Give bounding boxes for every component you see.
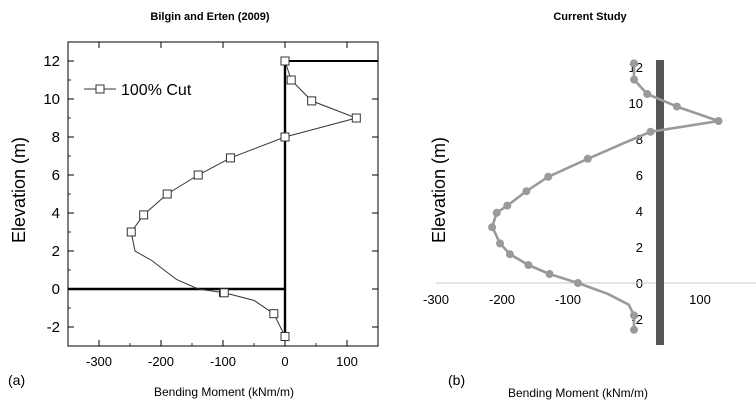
panel-b-x-tick-label: -300 xyxy=(423,292,449,307)
panel-a-bilgin-erten: Bilgin and Erten (2009) -300 -200 -100 0 100… xyxy=(8,11,379,399)
panel-b-data-point xyxy=(630,311,638,320)
panel-b-series xyxy=(488,59,723,334)
panel-b-x-tick-label: -100 xyxy=(555,292,581,307)
panel-a-data-point xyxy=(162,189,172,199)
panel-b-data-point xyxy=(496,239,505,248)
panel-b-data-point xyxy=(505,250,514,259)
panel-b-reference-lines xyxy=(436,60,756,345)
panel-a-plot-frame xyxy=(67,41,379,347)
panel-a-data-point xyxy=(269,309,279,319)
panel-b-x-axis-label: Bending Moment (kNm/m) xyxy=(508,386,648,400)
panel-a-letter: (a) xyxy=(8,372,25,388)
panel-a-y-tick-label: -2 xyxy=(47,319,60,336)
panel-a-y-tick-label: 10 xyxy=(43,91,60,108)
panel-a-data-point xyxy=(225,153,235,163)
panel-b-data-point xyxy=(630,59,638,68)
legend-marker-open-square xyxy=(95,84,105,94)
panel-a-data-point xyxy=(351,113,361,123)
panel-a-data-point xyxy=(280,56,290,66)
panel-a-y-tick-label: 4 xyxy=(52,205,60,222)
panel-b-x-tick-label: -200 xyxy=(489,292,515,307)
panel-b-data-point xyxy=(492,208,501,217)
panel-b-data-point xyxy=(503,201,512,210)
panel-b-data-point xyxy=(573,279,582,287)
panel-b-title: Current Study xyxy=(553,11,627,23)
panel-a-x-tick-label: -100 xyxy=(210,354,236,369)
panel-b-wall xyxy=(656,60,664,345)
panel-a-y-tick-label: 12 xyxy=(43,53,60,70)
panel-b-series-line xyxy=(490,63,720,330)
panel-a-x-axis-label: Bending Moment (kNm/m) xyxy=(154,385,294,399)
panel-a-x-tick-label: 0 xyxy=(281,354,288,369)
panel-b-data-point xyxy=(630,325,638,334)
panel-b-y-tick-label: 8 xyxy=(636,132,643,147)
panel-a-reference-lines xyxy=(68,57,378,341)
panel-a-title: Bilgin and Erten (2009) xyxy=(150,11,270,23)
panel-b-y-axis-label: Elevation (m) xyxy=(429,137,449,243)
panel-a-data-point xyxy=(193,170,203,180)
panel-a-data-point xyxy=(286,75,296,85)
panel-b-y-tick-label: 6 xyxy=(636,168,643,183)
panel-b-y-tick-label: 4 xyxy=(636,204,643,219)
panel-b-data-point xyxy=(488,223,497,232)
panel-a-data-point xyxy=(126,227,136,237)
panel-a-data-point xyxy=(139,210,149,220)
panel-a-series xyxy=(126,56,361,341)
panel-b-data-point xyxy=(544,172,553,181)
panel-a-data-point xyxy=(307,96,317,106)
panel-a-x-tick-label: -200 xyxy=(148,354,174,369)
panel-a-y-tick-label: 0 xyxy=(52,281,60,298)
legend-label-100-cut: 100% Cut xyxy=(121,82,192,99)
panel-b-x-tick-label: 100 xyxy=(689,292,711,307)
panel-a-data-point xyxy=(219,288,229,298)
panel-a-legend: 100% Cut xyxy=(84,82,192,99)
panel-a-y-tick-label: 6 xyxy=(52,167,60,184)
panel-a-x-tick-label: -300 xyxy=(86,354,112,369)
panel-a-ticks: -300 -200 -100 0 100 -2 0 2 4 6 8 10 12 xyxy=(43,41,379,369)
panel-b-data-point xyxy=(630,75,638,84)
panel-b-y-tick-label: 2 xyxy=(636,240,643,255)
panel-b-data-point xyxy=(643,90,652,98)
panel-a-y-tick-label: 2 xyxy=(52,243,60,260)
panel-b-data-point xyxy=(524,261,533,269)
panel-b-data-point xyxy=(646,127,655,136)
panel-b-data-point xyxy=(714,117,723,125)
panel-b-current-study: Current Study -300-200-100100-2024681012… xyxy=(423,11,756,400)
panel-b-y-tick-label: -2 xyxy=(631,312,643,327)
panel-b-data-point xyxy=(583,154,592,163)
panel-a-series-line xyxy=(130,60,358,337)
panel-a-x-tick-label: 100 xyxy=(336,354,358,369)
panel-a-data-point xyxy=(280,332,290,341)
panel-a-y-tick-label: 8 xyxy=(52,129,60,146)
panel-a-data-point xyxy=(280,132,290,142)
panel-b-data-point xyxy=(545,270,554,278)
panel-a-y-axis-label: Elevation (m) xyxy=(9,137,29,243)
panel-b-data-point xyxy=(522,187,531,196)
panel-b-letter: (b) xyxy=(448,372,465,388)
panel-b-data-point xyxy=(672,102,681,111)
panel-b-y-tick-label: 10 xyxy=(629,96,643,111)
